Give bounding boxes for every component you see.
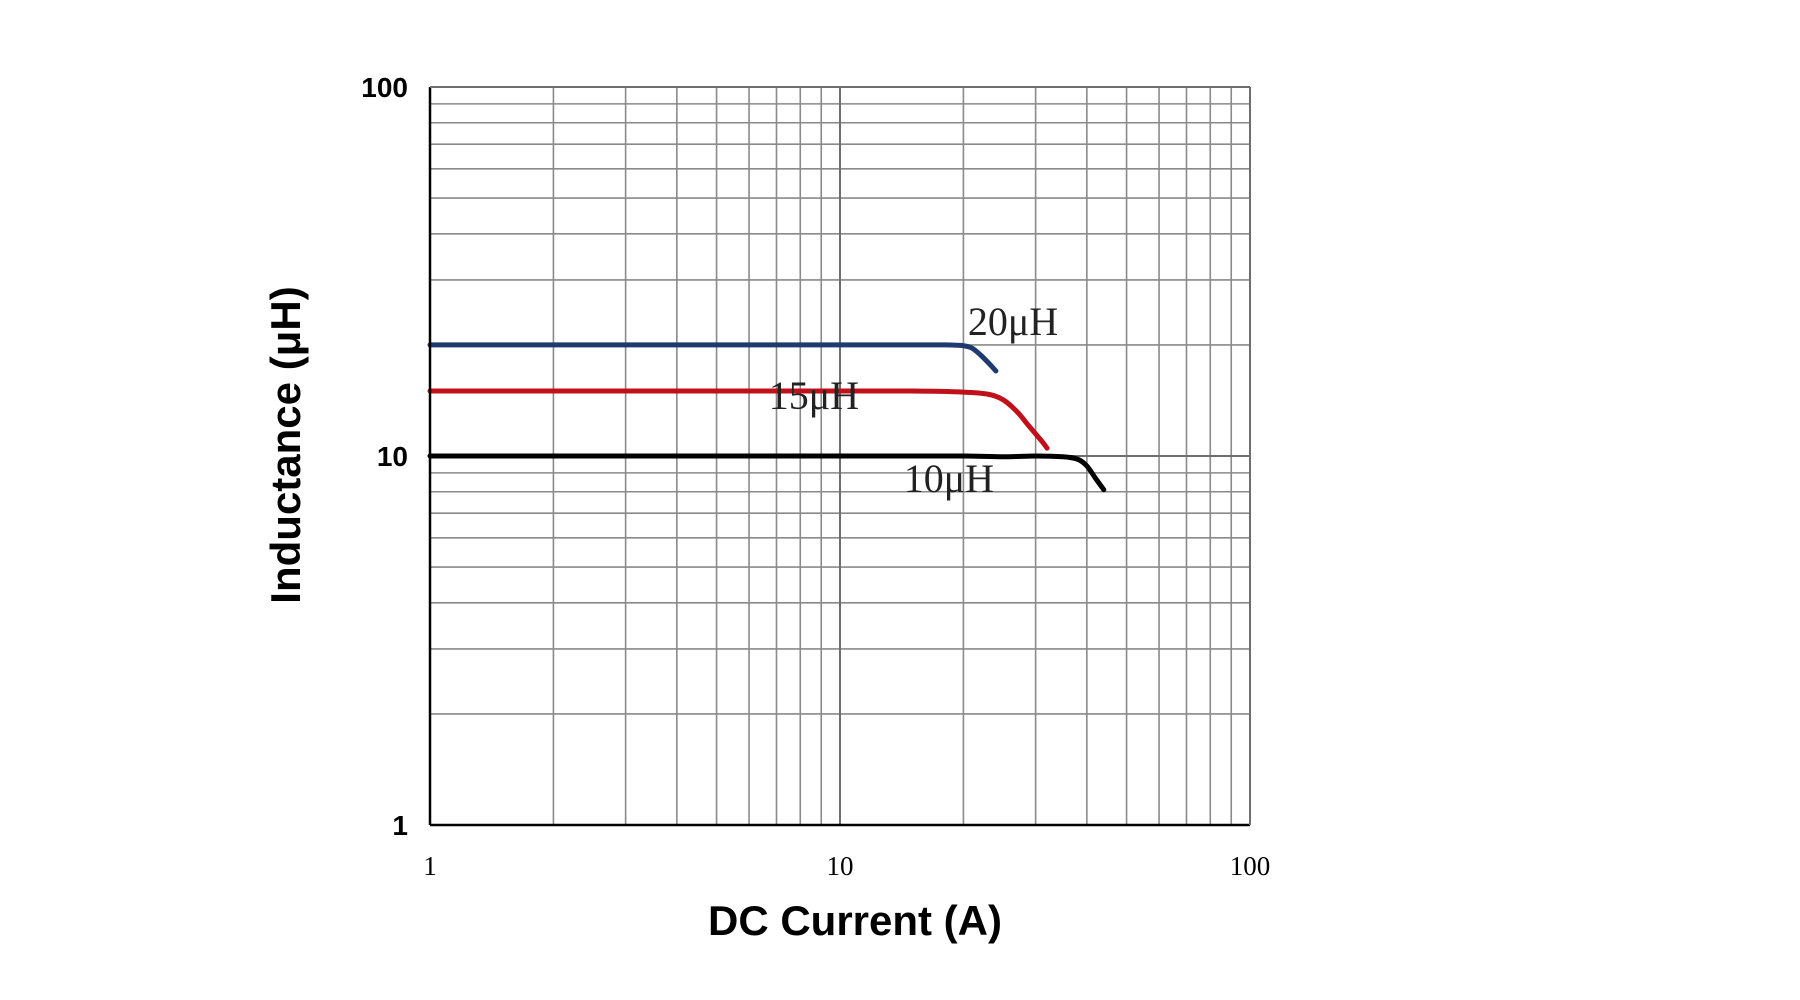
x-tick-label: 1 <box>423 851 437 881</box>
tick-labels: 1 10 100 1 10 100 <box>361 72 1270 881</box>
series-label-0: 20μH <box>968 299 1058 344</box>
x-tick-label: 10 <box>827 851 854 881</box>
series-label-1: 15μH <box>769 373 859 418</box>
y-tick-label: 100 <box>361 72 408 103</box>
series-labels: 20μH 15μH 10μH <box>769 299 1058 501</box>
series-line-2 <box>427 453 1107 493</box>
series-line-1 <box>427 388 1050 451</box>
x-tick-label: 100 <box>1230 851 1271 881</box>
series-lines <box>427 342 1107 493</box>
y-tick-label: 10 <box>377 441 408 472</box>
x-axis-title: DC Current (A) <box>708 897 1002 944</box>
series-label-2: 10μH <box>904 456 994 501</box>
plot-axes <box>428 86 1251 827</box>
y-axis-title: Inductance (μH) <box>262 286 309 603</box>
y-tick-label: 1 <box>392 810 408 841</box>
series-line-0 <box>427 342 999 374</box>
